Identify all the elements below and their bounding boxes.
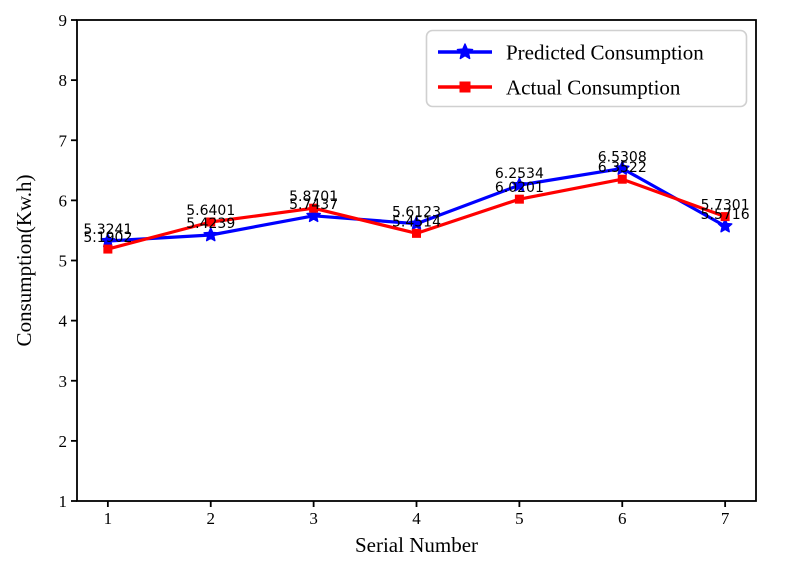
actual-consumption-value-label: 6.3522 <box>598 160 647 176</box>
predicted-consumption-value-label: 6.2534 <box>495 166 544 182</box>
data-labels-layer: 5.3241 5.4239 5.7437 5.6123 6.2534 6.5308 5.57… <box>83 149 749 246</box>
predicted-consumption-marker <box>203 227 219 242</box>
actual-consumption-marker <box>617 174 627 184</box>
predicted-consumption-value-label: 6.5308 <box>598 149 647 165</box>
actual-consumption-marker <box>412 228 421 238</box>
y-tick-label: 8 <box>59 71 68 90</box>
actual-consumption-marker <box>514 194 524 204</box>
predicted-consumption-value-label: 5.6123 <box>392 205 441 221</box>
series-layer <box>100 160 733 254</box>
actual-consumption-value-label: 5.6401 <box>186 203 235 219</box>
axis-ticks: 1 2 3 4 5 6 7 1 2 3 4 5 6 7 8 9 <box>59 11 730 528</box>
y-axis-title: Consumption(Kw.h) <box>12 175 36 347</box>
predicted-consumption-marker <box>512 177 527 192</box>
legend-box <box>425 29 748 108</box>
actual-consumption-marker <box>309 203 319 213</box>
actual-consumption-value-label: 5.4514 <box>392 214 441 230</box>
x-tick-label: 7 <box>721 509 730 528</box>
x-tick-label: 3 <box>309 509 318 528</box>
legend-samples <box>438 43 492 93</box>
legend: Predicted Consumption Actual Consumption <box>425 29 748 108</box>
y-tick-label: 4 <box>59 312 68 331</box>
x-tick-label: 6 <box>618 509 627 528</box>
actual-consumption-value-label: 5.8701 <box>289 189 338 205</box>
y-tick-label: 2 <box>59 432 68 451</box>
y-tick-label: 3 <box>59 372 68 391</box>
x-tick-label: 5 <box>515 509 524 528</box>
actual-consumption-marker <box>720 212 730 222</box>
predicted-consumption-value-label: 5.7437 <box>289 197 338 213</box>
x-axis-title: Serial Number <box>355 533 478 557</box>
y-tick-label: 6 <box>59 191 68 210</box>
x-tick-label: 1 <box>104 509 113 528</box>
actual-consumption-value-label: 6.0201 <box>495 180 544 196</box>
y-tick-label: 7 <box>59 131 68 150</box>
actual-consumption-legend-marker <box>459 81 471 93</box>
actual-consumption-value-label: 5.1902 <box>83 230 132 246</box>
legend-label-actual-consumption: Actual Consumption <box>506 76 681 100</box>
predicted-consumption-marker <box>717 218 733 233</box>
predicted-consumption-marker <box>100 233 116 248</box>
x-tick-label: 2 <box>206 509 215 528</box>
predicted-consumption-marker <box>614 160 630 175</box>
predicted-consumption-value-label: 5.5716 <box>701 207 750 223</box>
predicted-consumption-marker <box>306 208 321 223</box>
predicted-consumption-value-label: 5.3241 <box>83 222 132 238</box>
actual-consumption-marker <box>103 244 113 254</box>
predicted-consumption-marker <box>409 215 424 231</box>
y-tick-label: 5 <box>59 252 68 271</box>
predicted-consumption-value-label: 5.4239 <box>186 216 235 232</box>
x-tick-label: 4 <box>412 509 421 528</box>
y-tick-label: 1 <box>59 492 68 511</box>
actual-consumption-marker <box>206 217 216 227</box>
actual-consumption-value-label: 5.7301 <box>701 198 750 214</box>
y-tick-label: 9 <box>59 11 68 30</box>
legend-label-predicted-consumption: Predicted Consumption <box>506 41 704 65</box>
predicted-consumption-legend-marker <box>456 43 474 60</box>
